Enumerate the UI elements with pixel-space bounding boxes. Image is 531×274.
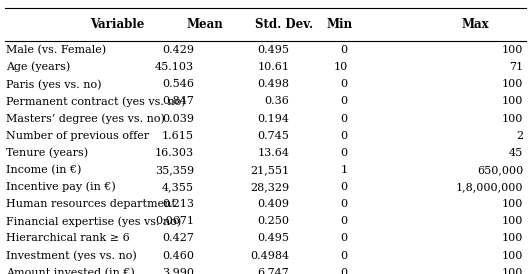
Text: 100: 100 (502, 113, 523, 124)
Text: 0.498: 0.498 (258, 79, 289, 89)
Text: 3,990: 3,990 (162, 268, 194, 274)
Text: 6,747: 6,747 (258, 268, 289, 274)
Text: Min: Min (327, 18, 353, 31)
Text: 0.495: 0.495 (258, 45, 289, 55)
Text: Number of previous offer: Number of previous offer (6, 131, 150, 141)
Text: 10: 10 (333, 62, 348, 72)
Text: 45.103: 45.103 (155, 62, 194, 72)
Text: 100: 100 (502, 233, 523, 243)
Text: Permanent contract (yes vs. no): Permanent contract (yes vs. no) (6, 96, 186, 107)
Text: 0: 0 (341, 79, 348, 89)
Text: 0.409: 0.409 (258, 199, 289, 209)
Text: Male (vs. Female): Male (vs. Female) (6, 45, 107, 55)
Text: 1: 1 (341, 165, 348, 175)
Text: Income (in €): Income (in €) (6, 165, 82, 175)
Text: 16.303: 16.303 (155, 148, 194, 158)
Text: 100: 100 (502, 45, 523, 55)
Text: 100: 100 (502, 96, 523, 106)
Text: 71: 71 (509, 62, 523, 72)
Text: Tenure (years): Tenure (years) (6, 147, 89, 158)
Text: Age (years): Age (years) (6, 62, 71, 72)
Text: 0: 0 (341, 233, 348, 243)
Text: Mean: Mean (186, 18, 223, 31)
Text: 0: 0 (341, 268, 348, 274)
Text: Std. Dev.: Std. Dev. (255, 18, 313, 31)
Text: 650,000: 650,000 (477, 165, 523, 175)
Text: 0.250: 0.250 (258, 216, 289, 226)
Text: 0.546: 0.546 (162, 79, 194, 89)
Text: 0.213: 0.213 (162, 199, 194, 209)
Text: 2: 2 (516, 131, 523, 141)
Text: 35,359: 35,359 (155, 165, 194, 175)
Text: Hierarchical rank ≥ 6: Hierarchical rank ≥ 6 (6, 233, 130, 243)
Text: 13.64: 13.64 (258, 148, 289, 158)
Text: 0: 0 (341, 96, 348, 106)
Text: 0: 0 (341, 148, 348, 158)
Text: Incentive pay (in €): Incentive pay (in €) (6, 182, 116, 192)
Text: 1,8,000,000: 1,8,000,000 (456, 182, 523, 192)
Text: 0.039: 0.039 (162, 113, 194, 124)
Text: Amount invested (in €): Amount invested (in €) (6, 267, 135, 274)
Text: 10.61: 10.61 (258, 62, 289, 72)
Text: 0: 0 (341, 216, 348, 226)
Text: 0.36: 0.36 (264, 96, 289, 106)
Text: 0.4984: 0.4984 (250, 250, 289, 261)
Text: 0.745: 0.745 (258, 131, 289, 141)
Text: 45: 45 (509, 148, 523, 158)
Text: 0: 0 (341, 45, 348, 55)
Text: Max: Max (461, 18, 489, 31)
Text: 100: 100 (502, 250, 523, 261)
Text: 100: 100 (502, 199, 523, 209)
Text: Variable: Variable (90, 18, 144, 31)
Text: 100: 100 (502, 216, 523, 226)
Text: 0: 0 (341, 199, 348, 209)
Text: Masters’ degree (yes vs. no): Masters’ degree (yes vs. no) (6, 113, 165, 124)
Text: 100: 100 (502, 79, 523, 89)
Text: 0: 0 (341, 182, 348, 192)
Text: 0: 0 (341, 113, 348, 124)
Text: 0.429: 0.429 (162, 45, 194, 55)
Text: Human resources department: Human resources department (6, 199, 176, 209)
Text: 4,355: 4,355 (162, 182, 194, 192)
Text: Investment (yes vs. no): Investment (yes vs. no) (6, 250, 137, 261)
Text: 1.615: 1.615 (162, 131, 194, 141)
Text: 21,551: 21,551 (250, 165, 289, 175)
Text: 0.0671: 0.0671 (155, 216, 194, 226)
Text: 0: 0 (341, 250, 348, 261)
Text: 0.460: 0.460 (162, 250, 194, 261)
Text: 0: 0 (341, 131, 348, 141)
Text: 100: 100 (502, 268, 523, 274)
Text: 0.847: 0.847 (162, 96, 194, 106)
Text: 28,329: 28,329 (250, 182, 289, 192)
Text: 0.495: 0.495 (258, 233, 289, 243)
Text: Paris (yes vs. no): Paris (yes vs. no) (6, 79, 102, 90)
Text: Financial expertise (yes vs. no): Financial expertise (yes vs. no) (6, 216, 182, 227)
Text: 0.427: 0.427 (162, 233, 194, 243)
Text: 0.194: 0.194 (258, 113, 289, 124)
